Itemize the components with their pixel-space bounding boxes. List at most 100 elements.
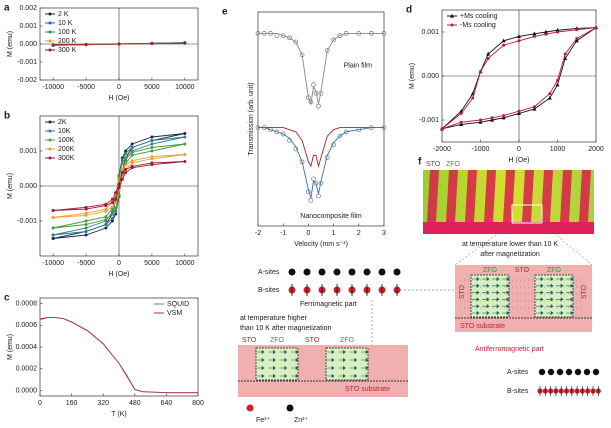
caption: Ferrimagnetic part (300, 301, 357, 308)
marker (150, 135, 154, 139)
marker (130, 159, 134, 163)
marker (120, 167, 124, 171)
ion-label: Zn²⁺ (294, 417, 309, 424)
y-tick-label: -0.001 (17, 59, 37, 66)
x-tick-label: 0 (117, 84, 121, 91)
x-tick-label: 640 (161, 400, 173, 407)
legend-label: VSM (167, 310, 182, 317)
marker (51, 216, 55, 219)
x-tick-label: -10000 (42, 260, 64, 267)
legend-label: SQUID (167, 301, 189, 308)
spin-arrow (279, 365, 288, 371)
marker (104, 218, 108, 222)
marker (114, 191, 118, 195)
legend-marker (48, 21, 52, 25)
legend-marker (48, 147, 52, 151)
marker (51, 226, 55, 230)
spin-arrow (361, 365, 369, 371)
x-tick-label: 160 (66, 400, 78, 407)
spin-arrow (566, 304, 574, 309)
spin-arrow (482, 290, 490, 295)
spin-arrow (492, 310, 500, 316)
spin-arrow (502, 283, 510, 288)
marker (440, 127, 444, 131)
marker (104, 207, 108, 211)
marker (84, 223, 88, 226)
x-tick-label: -2000 (433, 146, 451, 153)
marker (575, 37, 579, 41)
x-axis-label: H (Oe) (509, 157, 530, 164)
spin-arrow (546, 290, 554, 295)
spin-arrow (556, 304, 564, 309)
stripe (560, 170, 572, 222)
layer-label: ZFO (483, 267, 498, 274)
spin-arrow (279, 357, 288, 363)
series-line (39, 317, 198, 394)
spin-arrow (472, 297, 480, 302)
marker (337, 33, 343, 38)
spin-arrow (482, 276, 490, 282)
marker (555, 82, 560, 87)
legend-label: 2K (58, 119, 67, 126)
marker (337, 133, 343, 139)
spin-arrow (327, 349, 335, 355)
spin-arrow (279, 373, 288, 379)
x-tick-label: -1 (280, 230, 286, 237)
spin-arrow (492, 290, 500, 295)
spin-arrow (279, 349, 288, 355)
x-tick-label: -2 (255, 230, 261, 237)
marker (183, 132, 187, 135)
marker (130, 142, 134, 146)
marker (459, 122, 464, 126)
a-site (303, 268, 311, 276)
marker (84, 213, 88, 217)
legend-marker (48, 156, 52, 160)
x-tick-label: -5000 (77, 260, 95, 267)
x-tick-label: 1000 (550, 146, 566, 153)
spin-arrow (349, 373, 358, 379)
caption: at temperature higher (240, 315, 308, 322)
a-site (538, 368, 546, 376)
spin-arrow (268, 357, 276, 363)
zfo-column (325, 347, 369, 381)
legend-marker (48, 12, 52, 16)
spin-arrow (482, 283, 490, 288)
legend-label: -Ms cooling (460, 22, 496, 29)
a-site (592, 368, 600, 376)
spin-arrow (546, 297, 554, 302)
legend-label: 300K (58, 155, 75, 162)
marker (130, 146, 134, 149)
y-axis-label: M (emu) (7, 31, 14, 57)
series-line (258, 127, 384, 168)
spin-arrow (472, 276, 480, 282)
site-label: B-sites (258, 287, 280, 294)
spin-arrow (291, 373, 299, 379)
stripe (522, 170, 534, 222)
annotation: Plain film (344, 62, 373, 69)
x-tick-label: -10000 (42, 84, 64, 91)
marker (280, 33, 286, 38)
marker (51, 209, 55, 212)
marker (293, 39, 299, 45)
spin-arrow (502, 290, 510, 295)
plot-frame (257, 11, 385, 227)
spin-arrow (327, 357, 335, 363)
marker (117, 182, 121, 186)
marker (183, 41, 187, 45)
y-tick-label: 0.0006 (16, 322, 38, 329)
layer-label: ZFO (547, 267, 562, 274)
a-site (333, 268, 341, 276)
stripe (484, 170, 496, 222)
marker (104, 209, 108, 213)
caption: after magnetization (480, 251, 540, 258)
marker (544, 32, 548, 36)
site-label: A-sites (258, 269, 280, 276)
spin-arrow (566, 276, 574, 282)
marker (316, 193, 321, 199)
spin-arrow (472, 304, 480, 309)
y-tick-label: 0.0000 (16, 387, 38, 394)
spin-arrow (536, 297, 544, 302)
y-tick-label: 0.000 (19, 41, 37, 48)
marker (183, 135, 187, 139)
panel-label: f (418, 157, 422, 168)
